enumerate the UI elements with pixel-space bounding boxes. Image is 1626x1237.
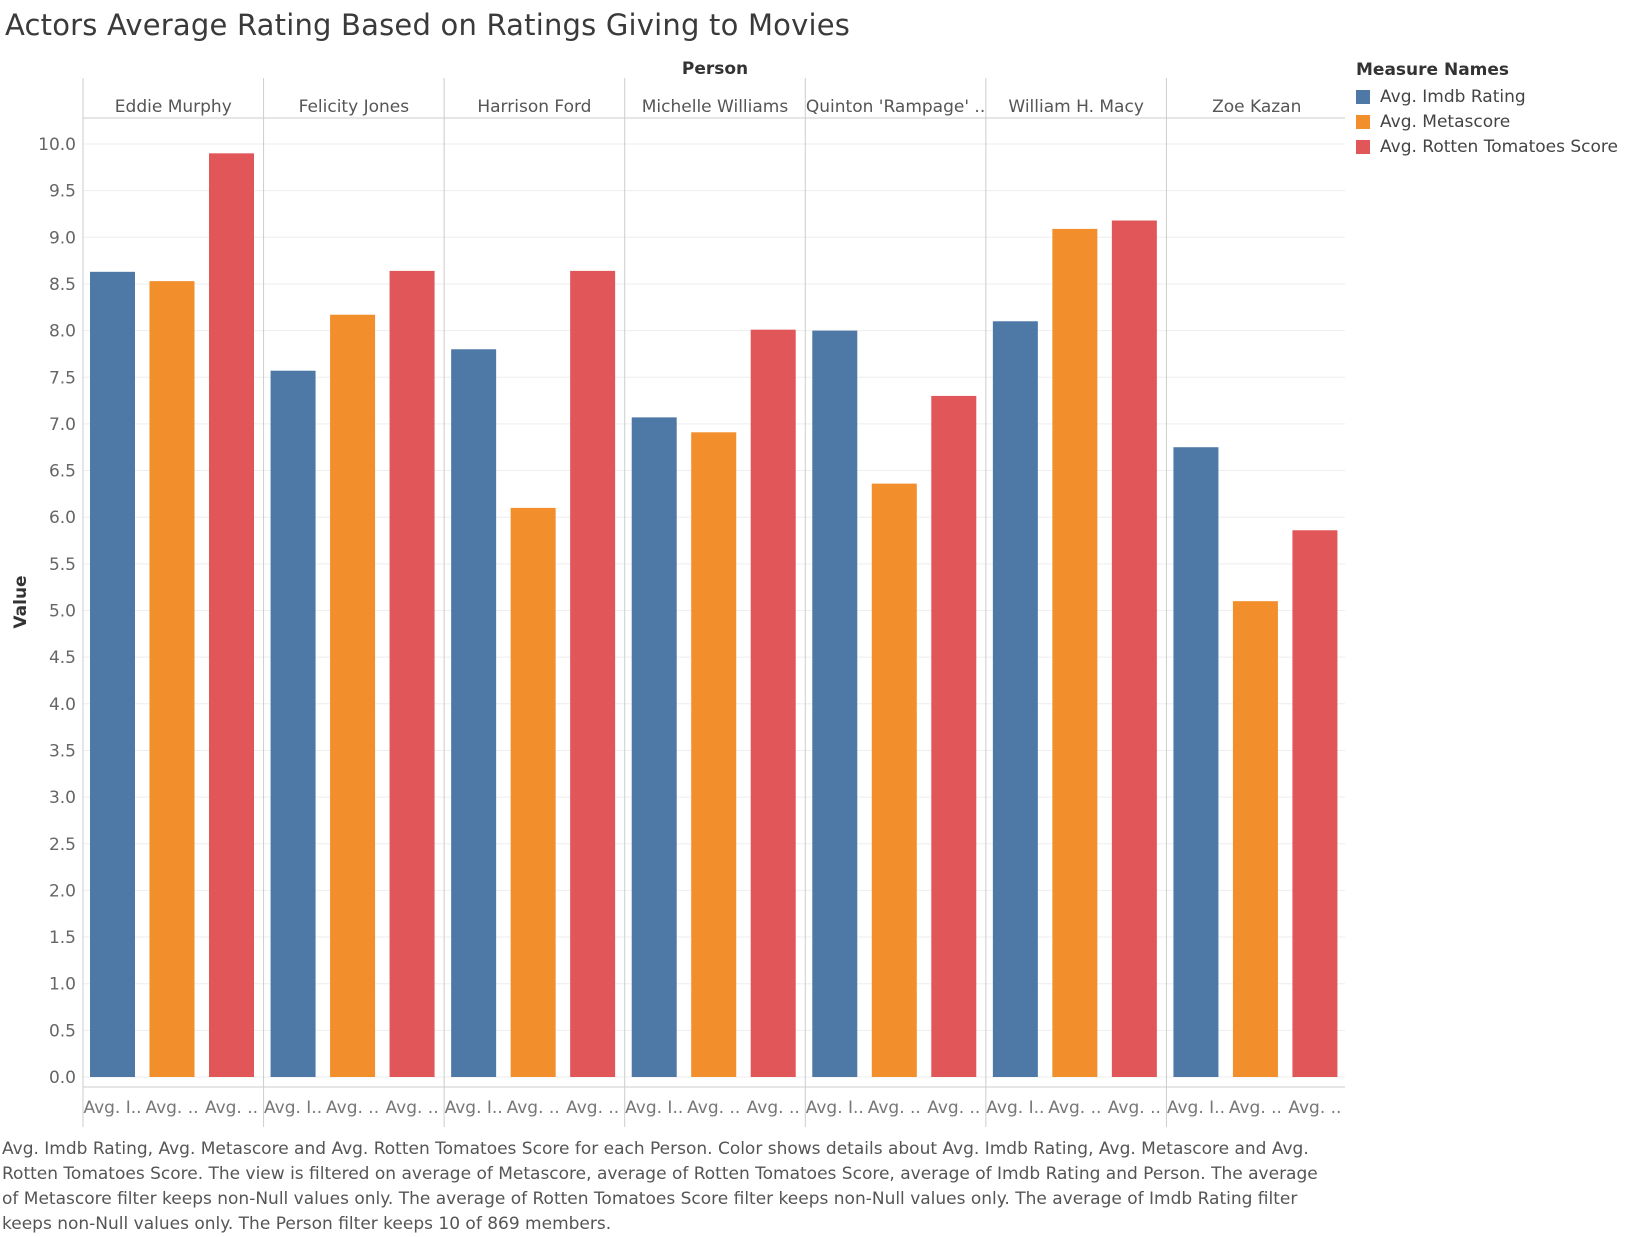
person-header: Quinton 'Rampage' .. [806, 97, 985, 117]
y-tick-label: 4.0 [49, 695, 76, 715]
y-tick-label: 4.5 [49, 648, 76, 668]
bar[interactable] [992, 321, 1038, 1077]
person-header: Zoe Kazan [1212, 97, 1301, 117]
chart-caption: Avg. Imdb Rating, Avg. Metascore and Avg… [2, 1139, 1318, 1234]
bar[interactable] [871, 483, 917, 1077]
y-tick-label: 1.5 [49, 928, 76, 948]
x-tick-label: Avg. I.. [83, 1098, 141, 1118]
bar[interactable] [1111, 220, 1157, 1078]
y-tick-label: 9.5 [49, 182, 76, 202]
y-tick-label: 3.5 [49, 741, 76, 761]
legend-item-metascore[interactable]: Avg. Metascore [1356, 109, 1624, 134]
person-header: Felicity Jones [299, 97, 410, 117]
x-tick-label: Avg. I.. [625, 1098, 683, 1118]
column-header-person: Person [682, 59, 748, 79]
y-tick-label: 6.0 [49, 508, 76, 528]
bar[interactable] [931, 395, 977, 1077]
y-tick-label: 7.5 [49, 368, 76, 388]
person-header: William H. Macy [1008, 97, 1144, 117]
y-axis-title: Value [11, 575, 31, 628]
legend-label-metascore: Avg. Metascore [1380, 111, 1511, 132]
panel-frame [82, 78, 1345, 1127]
legend-label-imdb: Avg. Imdb Rating [1380, 86, 1526, 107]
legend-swatch-imdb [1356, 89, 1370, 104]
x-tick-label: Avg. .. [566, 1098, 619, 1118]
x-tick-label: Avg. .. [1048, 1098, 1101, 1118]
x-tick-label: Avg. I.. [1167, 1098, 1225, 1118]
x-tick-label: Avg. .. [687, 1098, 740, 1118]
person-header: Michelle Williams [642, 97, 789, 117]
person-header: Harrison Ford [477, 97, 591, 117]
bar[interactable] [389, 270, 435, 1077]
y-tick-label: 8.0 [49, 322, 76, 342]
x-tick-label: Avg. I.. [806, 1098, 864, 1118]
y-tick-label: 8.5 [49, 275, 76, 295]
bar[interactable] [1052, 228, 1098, 1077]
bar[interactable] [149, 281, 195, 1077]
bar[interactable] [1232, 601, 1278, 1077]
y-tick-label: 0.5 [49, 1021, 76, 1041]
bar[interactable] [812, 330, 858, 1078]
legend-title: Measure Names [1356, 60, 1510, 80]
x-tick-label: Avg. I.. [986, 1098, 1044, 1118]
y-tick-label: 2.5 [49, 835, 76, 855]
bar[interactable] [209, 153, 254, 1077]
x-tick-label: Avg. .. [1229, 1098, 1282, 1118]
y-tick-label: 5.0 [49, 602, 76, 622]
y-tick-label: 7.0 [49, 415, 76, 435]
x-tick-label: Avg. .. [205, 1098, 258, 1118]
x-tick-label: Avg. .. [1108, 1098, 1161, 1118]
bar[interactable] [570, 270, 616, 1077]
legend-item-rotten-tomatoes[interactable]: Avg. Rotten Tomatoes Score [1356, 134, 1624, 159]
y-tick-label: 5.5 [49, 555, 76, 575]
bar[interactable] [631, 417, 677, 1077]
x-tick-label: Avg. I.. [445, 1098, 503, 1118]
x-axis-ticks: Avg. I.. Avg. .. Avg. .. Avg. I.. Avg. .. Avg… [83, 1098, 1341, 1118]
bar[interactable] [750, 329, 796, 1077]
bar[interactable] [1173, 447, 1219, 1078]
bar[interactable] [330, 314, 376, 1077]
y-tick-label: 9.0 [49, 228, 76, 248]
x-tick-label: Avg. .. [507, 1098, 560, 1118]
legend-swatch-rotten-tomatoes [1356, 139, 1370, 154]
y-tick-label: 0.0 [49, 1068, 76, 1088]
legend-label-rotten-tomatoes: Avg. Rotten Tomatoes Score [1380, 136, 1618, 157]
chart-title: Actors Average Rating Based on Ratings G… [5, 8, 851, 42]
y-tick-label: 1.0 [49, 975, 76, 995]
x-tick-label: Avg. .. [326, 1098, 379, 1118]
bar[interactable] [691, 432, 737, 1077]
bars [90, 153, 1338, 1078]
legend-item-imdb[interactable]: Avg. Imdb Rating [1356, 84, 1624, 109]
x-tick-label: Avg. .. [1288, 1098, 1341, 1118]
x-tick-label: Avg. .. [747, 1098, 800, 1118]
bar[interactable] [90, 271, 135, 1077]
legend: Measure Names Avg. Imdb Rating Avg. Meta… [1356, 60, 1624, 159]
y-tick-label: 2.0 [49, 881, 76, 901]
person-header: Eddie Murphy [115, 97, 232, 117]
x-tick-label: Avg. I.. [264, 1098, 322, 1118]
x-tick-label: Avg. .. [386, 1098, 439, 1118]
bar[interactable] [270, 370, 316, 1077]
y-tick-label: 10.0 [38, 135, 76, 155]
y-tick-label: 6.5 [49, 462, 76, 482]
y-tick-label: 3.0 [49, 788, 76, 808]
bar[interactable] [451, 349, 497, 1077]
bar[interactable] [1292, 530, 1338, 1077]
person-headers: Eddie Murphy Felicity Jones Harrison Ford M… [115, 97, 1302, 117]
chart-area: Person Value 0.0 0.5 1.0 1.5 2.0 2.5 3.0 3.5 4.0… [11, 59, 1345, 1127]
bar[interactable] [510, 507, 556, 1077]
legend-swatch-metascore [1356, 114, 1370, 129]
x-tick-label: Avg. .. [145, 1098, 198, 1118]
x-tick-label: Avg. .. [868, 1098, 921, 1118]
y-axis-ticks: 0.0 0.5 1.0 1.5 2.0 2.5 3.0 3.5 4.0 4.5 5.0 5.5 6.0 6… [38, 135, 76, 1088]
x-tick-label: Avg. .. [927, 1098, 980, 1118]
